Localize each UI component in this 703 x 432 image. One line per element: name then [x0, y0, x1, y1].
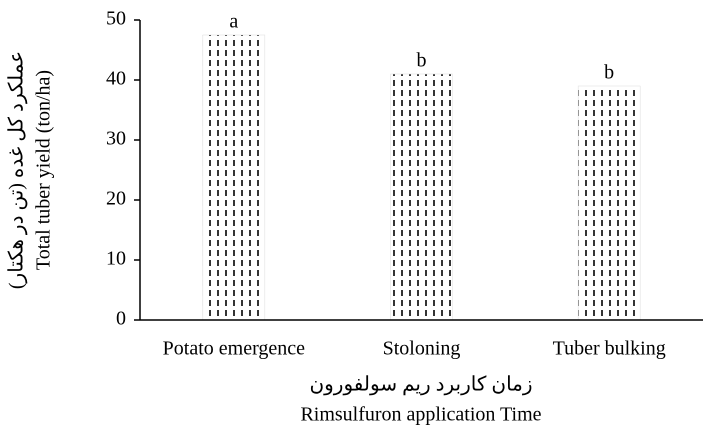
- annotation: a: [229, 11, 238, 33]
- annotation: b: [604, 62, 614, 84]
- y-axis-label: Total tuber yield (ton/ha): [33, 70, 55, 270]
- bar: [202, 34, 266, 321]
- y-tick-label: 30: [106, 128, 126, 150]
- x-tick-label: Tuber bulking: [553, 338, 666, 360]
- y-axis-label: عملکرد کل غده (تن در هکتار): [6, 51, 28, 289]
- y-tick-label: 0: [116, 308, 126, 330]
- y-tick-label: 20: [106, 188, 126, 210]
- x-tick-label: Potato emergence: [163, 338, 305, 360]
- bar: [390, 73, 453, 321]
- y-tick-label: 10: [106, 248, 126, 270]
- bar: [577, 85, 641, 321]
- y-tick-label: 50: [106, 8, 126, 30]
- x-axis-label: زمان کاربرد ریم سولفورون: [309, 374, 532, 396]
- y-tick-label: 40: [106, 68, 126, 90]
- annotation: b: [417, 50, 427, 72]
- x-tick-label: Stoloning: [383, 338, 461, 360]
- x-axis-label: Rimsulfuron application Time: [300, 404, 541, 426]
